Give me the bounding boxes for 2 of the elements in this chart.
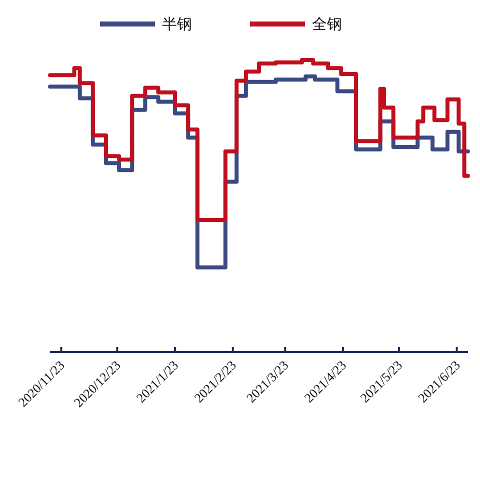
legend-label: 半钢 xyxy=(162,16,192,33)
legend-label: 全钢 xyxy=(312,16,342,33)
